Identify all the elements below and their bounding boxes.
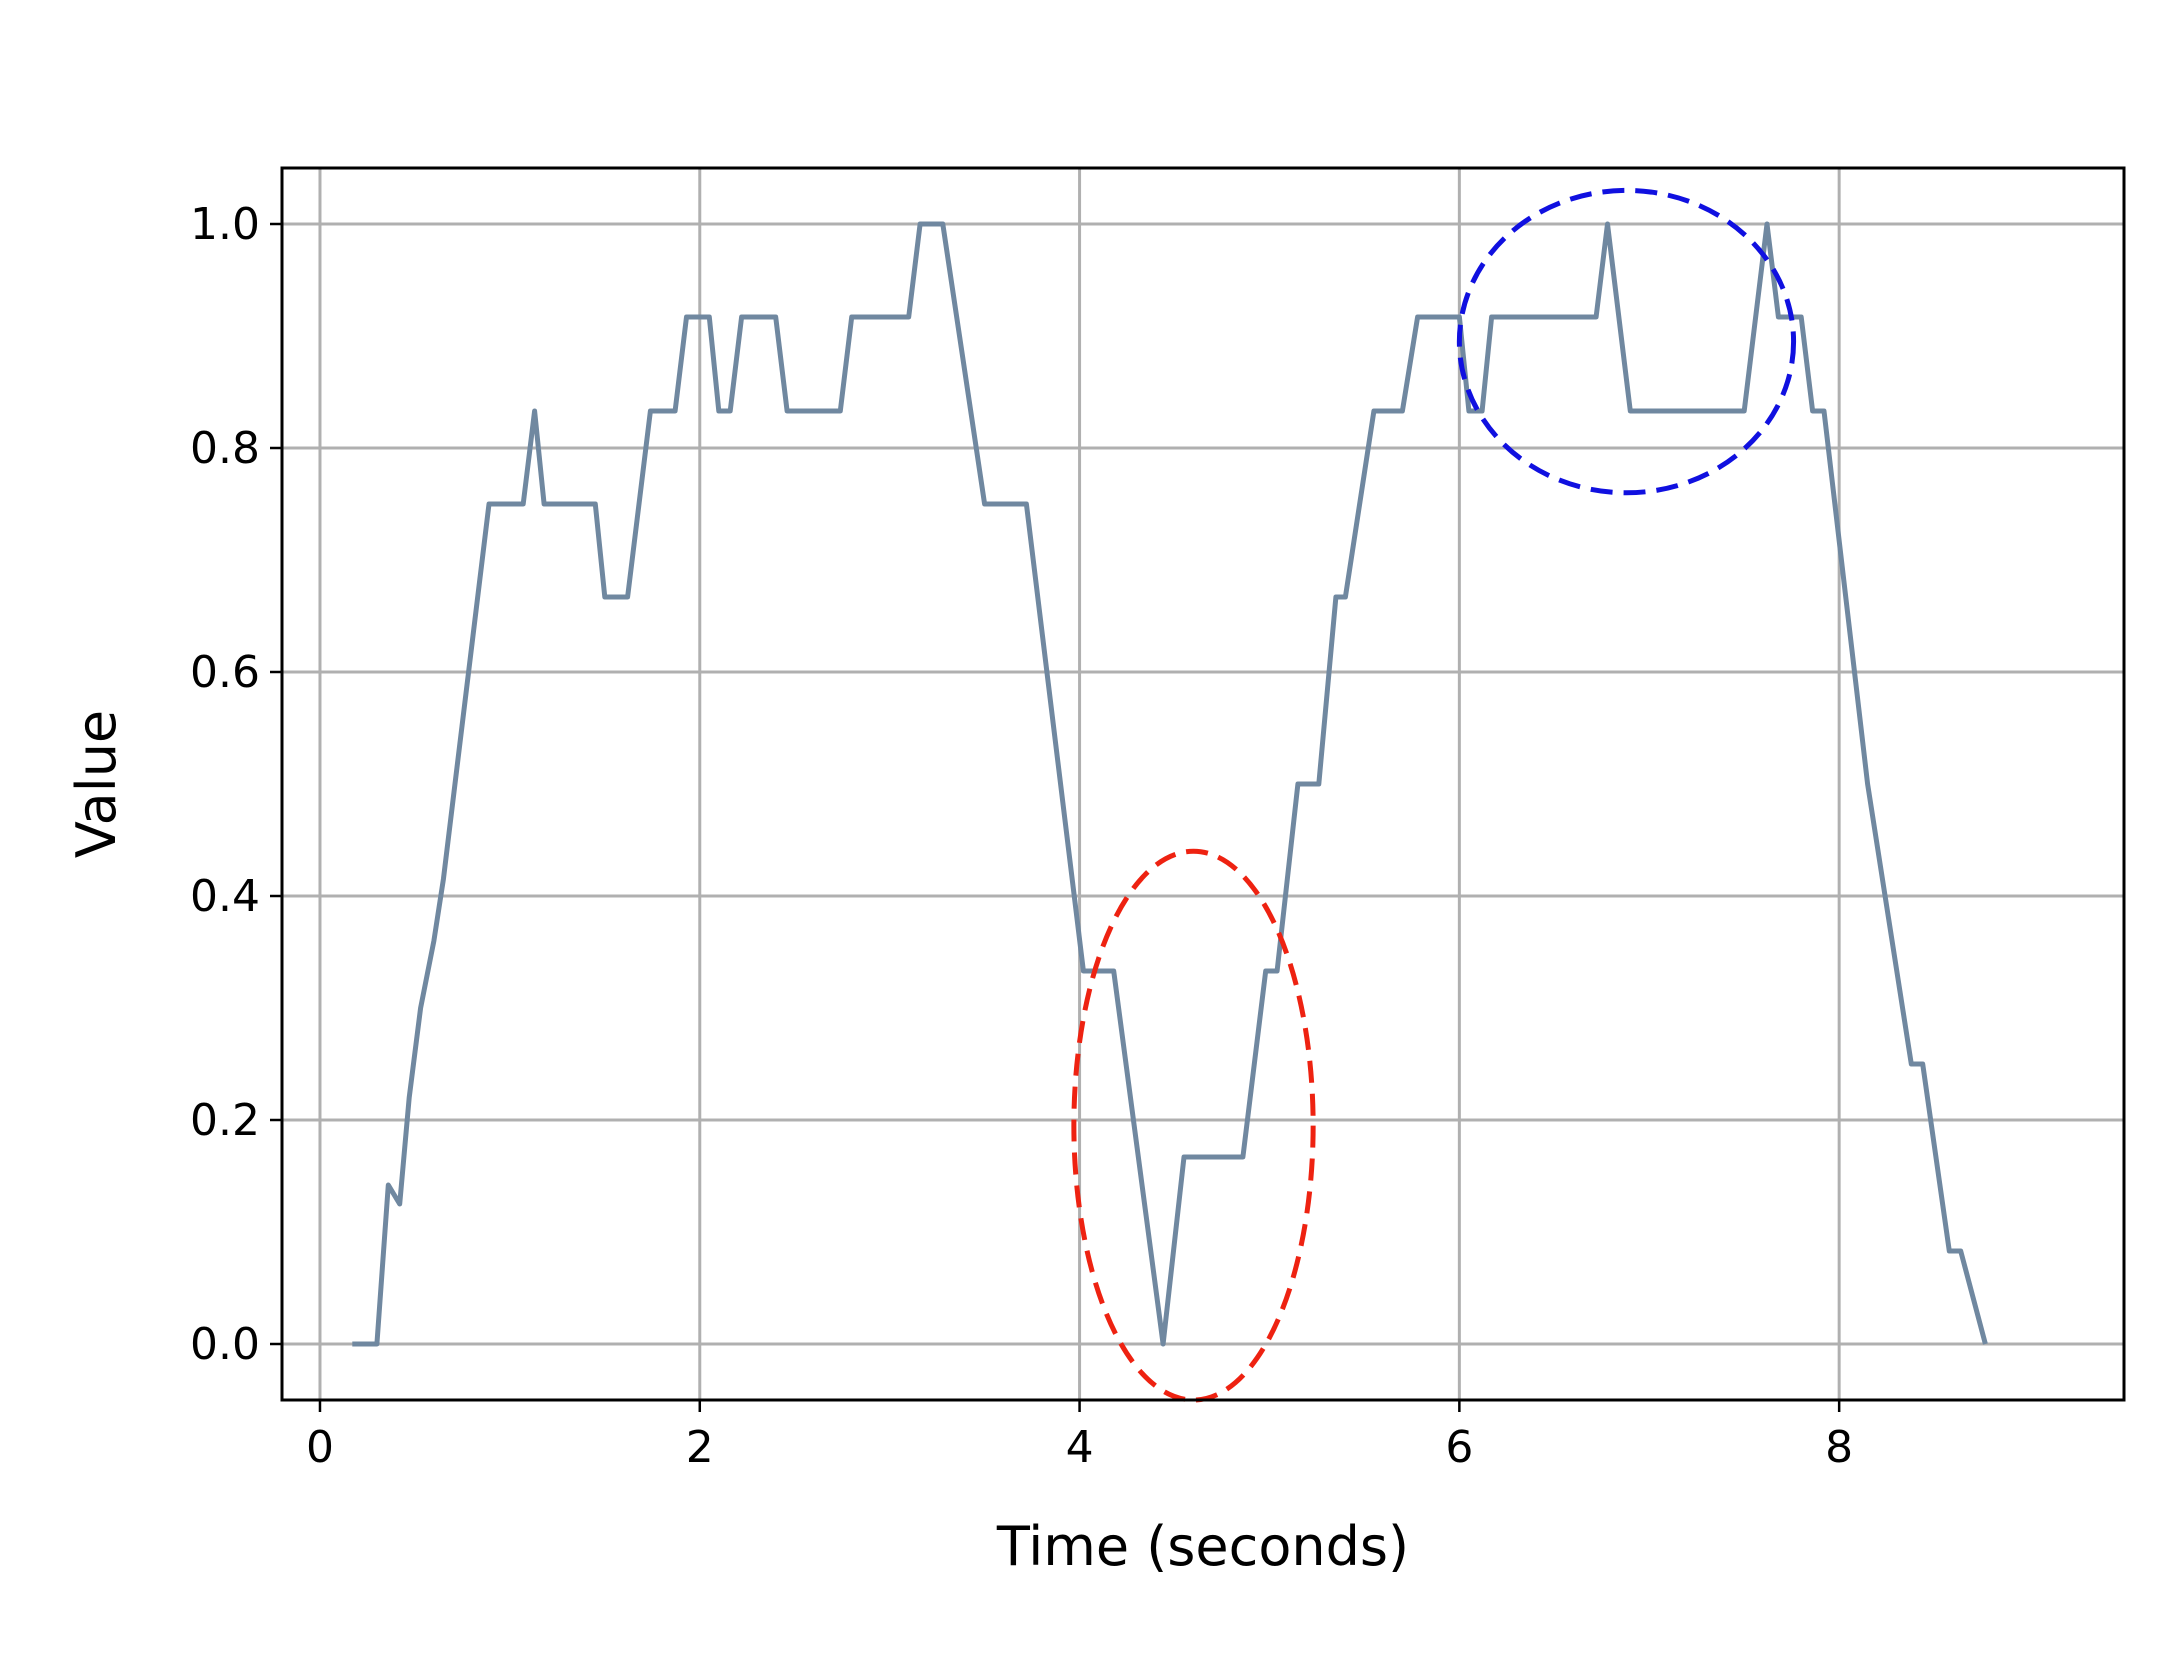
grid bbox=[282, 168, 2124, 1400]
y-axis-label: Value bbox=[65, 710, 128, 858]
y-tick-label: 0.8 bbox=[190, 423, 260, 474]
series-layer bbox=[352, 221, 1988, 1347]
x-tick-label: 4 bbox=[1066, 1422, 1094, 1473]
peak-highlight-ellipse bbox=[1456, 187, 1797, 496]
y-tick-label: 0.2 bbox=[190, 1095, 260, 1146]
series-line bbox=[352, 221, 1988, 1347]
x-axis-label: Time (seconds) bbox=[996, 1515, 1409, 1578]
y-tick-label: 0.4 bbox=[190, 871, 260, 922]
y-tick-label: 0.0 bbox=[190, 1319, 260, 1370]
y-tick-label: 0.6 bbox=[190, 647, 260, 698]
axis-ticks: 0 2 4 6 8 0.0 0.2 0.4 0.6 0.8 1.0 bbox=[190, 199, 1853, 1473]
x-tick-label: 2 bbox=[686, 1422, 714, 1473]
x-tick-label: 8 bbox=[1825, 1422, 1853, 1473]
plot-frame bbox=[280, 166, 2126, 1402]
dip-highlight-ellipse bbox=[1071, 848, 1316, 1403]
x-tick-label: 6 bbox=[1445, 1422, 1473, 1473]
x-tick-label: 0 bbox=[306, 1422, 334, 1473]
y-tick-label: 1.0 bbox=[190, 199, 260, 250]
annotation-layer bbox=[1071, 187, 1797, 1403]
